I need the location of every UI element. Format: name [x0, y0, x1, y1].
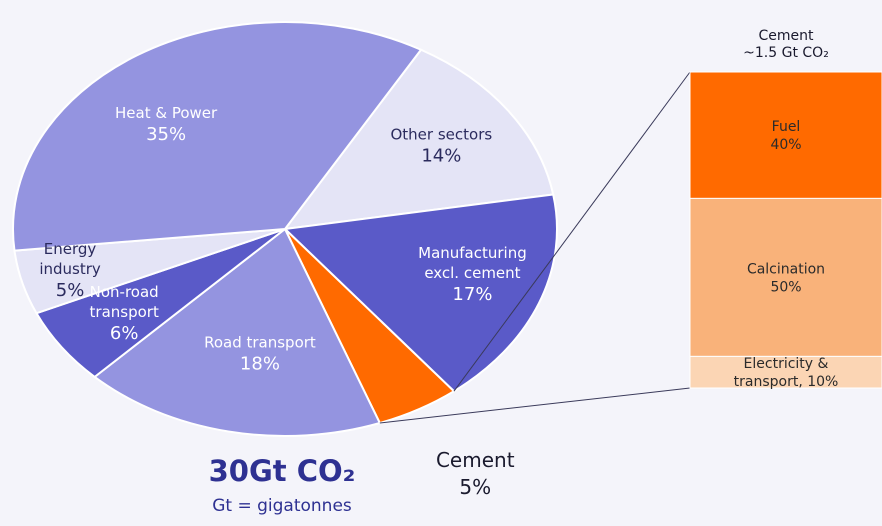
slice-label-group: Heat & Power 35%: [115, 104, 218, 145]
slice-label: Manufacturing: [418, 244, 527, 262]
slice-value-label: 5%: [459, 475, 491, 499]
slice-label: excl. cement: [424, 264, 520, 282]
cement-breakdown-bar: Fuel 40% Calcination 50% Electricity & transp…: [689, 28, 882, 390]
slice-label-group: Road transport 18%: [204, 334, 316, 375]
breakdown-segment-calcination: [689, 197, 882, 357]
unit-note: Gt = gigatonnes: [212, 496, 352, 516]
breakdown-segment-label: Calcination: [747, 261, 825, 277]
slice-label-group: Energy industry 5%: [39, 240, 101, 301]
slice-label: Other sectors: [390, 125, 492, 143]
breakdown-segment-electricity-: [689, 355, 882, 389]
breakdown-segment-fuel: [689, 71, 882, 199]
slice-value-label: 18%: [240, 354, 280, 375]
pie-slice-road-transport: [93, 227, 382, 437]
slice-value-label: 17%: [452, 284, 492, 305]
breakdown-segment-label: transport, 10%: [734, 374, 839, 390]
total-emissions-label: 30Gt CO₂: [208, 454, 356, 488]
pie-slice-other-sectors: [282, 48, 555, 231]
breakdown-title: Cement: [758, 28, 814, 44]
connector-line-top: [453, 71, 691, 392]
breakdown-title: ~1.5 Gt CO₂: [743, 45, 829, 61]
breakdown-segment-label: 40%: [770, 137, 801, 153]
breakdown-segment-label: Electricity &: [744, 356, 829, 372]
slice-label-group: Cement 5%: [436, 448, 515, 499]
slice-label: Heat & Power: [115, 104, 218, 122]
slice-label: Energy: [44, 240, 97, 258]
slice-value-label: 35%: [146, 124, 186, 145]
slice-value-label: 5%: [56, 280, 85, 301]
slice-label: Cement: [436, 448, 515, 472]
slice-label-group: Non-road transport 6%: [90, 283, 159, 344]
pie-slice-manufacturing-excl-cement: [282, 193, 558, 393]
slice-label: Non-road: [90, 283, 159, 301]
slice-label-group: Other sectors 14%: [390, 125, 492, 166]
slice-label: transport: [90, 303, 159, 321]
slice-label-group: Manufacturing excl. cement 17%: [418, 244, 527, 305]
breakdown-segment-label: Fuel: [772, 119, 801, 135]
slice-label: Road transport: [204, 334, 316, 352]
connector-line-bottom: [379, 387, 691, 424]
pie-labels: Other sectors 14% Manufacturing excl. cemen…: [39, 104, 526, 499]
breakdown-segment-label: 50%: [770, 279, 801, 295]
slice-value-label: 14%: [421, 145, 461, 166]
breakdown-connectors: [379, 71, 691, 424]
pie-slice-heat-power: [12, 21, 423, 252]
slice-label: industry: [39, 260, 101, 278]
pie-slices: [12, 21, 558, 437]
slice-value-label: 6%: [110, 323, 139, 344]
